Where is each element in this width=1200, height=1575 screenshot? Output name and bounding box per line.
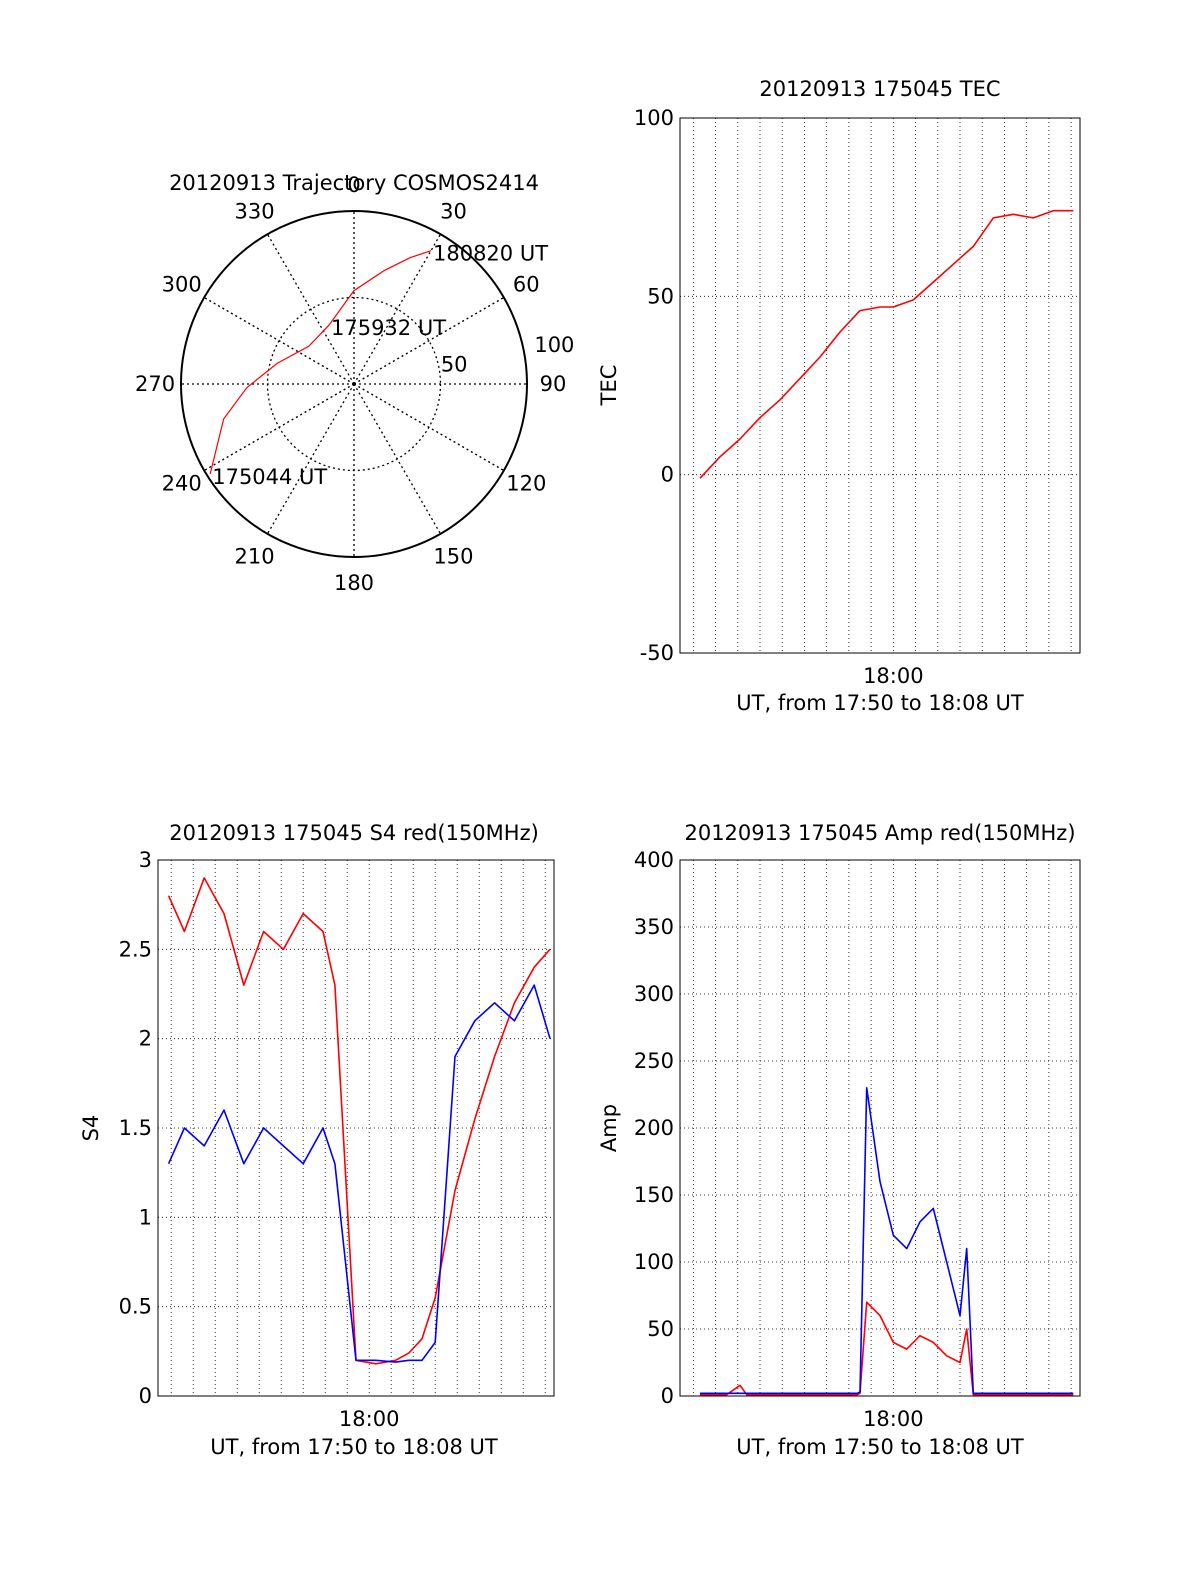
s4-series-0-line (167, 877, 551, 1365)
amp-title: 20120913 175045 Amp red(150MHz) (684, 821, 1075, 845)
polar-series (209, 250, 432, 474)
polar-angle-label: 30 (440, 200, 467, 224)
tec-ytick-label: -50 (640, 641, 674, 665)
amp-ytick-label: 250 (634, 1049, 674, 1073)
amp-ytick-label: 0 (661, 1384, 674, 1408)
polar-spoke (266, 233, 355, 385)
polar-spoke (353, 383, 442, 535)
s4-xtick-label: 18:00 (339, 1407, 400, 1431)
tec-grid (680, 117, 1080, 654)
s4-ytick-label: 1.5 (119, 1116, 152, 1140)
amp-ytick-label: 50 (647, 1317, 674, 1341)
polar-labels: 0 30 60 90 120 150 180 210 240 270 300 330 50 100 1750… (135, 173, 574, 595)
amp-series (700, 1087, 1074, 1396)
amp-frame (679, 859, 1081, 1397)
polar-angle-label: 300 (162, 273, 202, 297)
amp-chart: 20120913 175045 Amp red(150MHz) Amp UT, … (597, 821, 1081, 1459)
polar-spoke (203, 296, 355, 385)
amp-ytick-label: 100 (634, 1250, 674, 1274)
s4-ytick-label: 1 (139, 1205, 152, 1229)
polar-time-label: 175044 UT (212, 465, 327, 489)
polar-angle-label: 0 (347, 173, 360, 197)
polar-spoke (353, 233, 442, 385)
polar-angle-label: 120 (506, 471, 546, 495)
amp-xtick-label: 18:00 (863, 1407, 924, 1431)
s4-ticks: 3 2.5 2 1.5 1 0.5 0 18:00 (119, 848, 400, 1431)
polar-ring-label: 100 (534, 333, 574, 357)
s4-ytick-label: 2.5 (119, 937, 152, 961)
amp-series-0-line (700, 1301, 1074, 1396)
tec-series-0-line (699, 209, 1074, 479)
polar-angle-label: 210 (234, 544, 274, 568)
polar-trajectory-chart: 20120913 Trajectory COSMOS2414 0 30 60 90 12… (135, 171, 574, 595)
s4-ylabel: S4 (79, 1115, 103, 1142)
tec-frame (679, 117, 1081, 654)
tec-xtick-label: 18:00 (863, 664, 924, 688)
polar-time-label: 175932 UT (331, 316, 446, 340)
amp-ytick-label: 300 (634, 982, 674, 1006)
amp-xlabel: UT, from 17:50 to 18:08 UT (736, 1435, 1024, 1459)
amp-ticks: 400 350 300 250 200 150 100 50 0 18:00 (634, 848, 924, 1431)
amp-ytick-label: 150 (634, 1183, 674, 1207)
polar-spoke (353, 383, 505, 472)
polar-grid (180, 210, 528, 558)
polar-ring-label: 50 (441, 353, 468, 377)
tec-ytick-label: 100 (634, 106, 674, 130)
s4-grid (158, 859, 554, 1397)
polar-angle-label: 240 (162, 471, 202, 495)
s4-frame (157, 859, 555, 1397)
s4-ytick-label: 3 (139, 848, 152, 872)
polar-angle-label: 330 (234, 200, 274, 224)
polar-title: 20120913 Trajectory COSMOS2414 (169, 171, 539, 195)
tec-chart: 20120913 175045 TEC TEC UT, from 17:50 t… (597, 77, 1081, 715)
tec-ytick-label: 50 (647, 284, 674, 308)
tec-xlabel: UT, from 17:50 to 18:08 UT (736, 691, 1024, 715)
s4-title: 20120913 175045 S4 red(150MHz) (169, 821, 539, 845)
polar-angle-label: 90 (540, 372, 567, 396)
amp-ytick-label: 200 (634, 1116, 674, 1140)
amp-series-1-line (700, 1087, 1074, 1395)
polar-spoke (266, 383, 355, 535)
tec-ylabel: TEC (597, 365, 621, 407)
polar-angle-label: 60 (513, 273, 540, 297)
s4-ytick-label: 0 (139, 1384, 152, 1408)
polar-angle-label: 180 (334, 571, 374, 595)
tec-ticks: 100 50 0 -50 18:00 (634, 106, 924, 688)
polar-ring (180, 210, 528, 558)
tec-title: 20120913 175045 TEC (759, 77, 1000, 101)
tec-series (699, 209, 1074, 479)
s4-chart: 20120913 175045 S4 red(150MHz) S4 UT, fr… (79, 821, 555, 1459)
s4-xlabel: UT, from 17:50 to 18:08 UT (210, 1435, 498, 1459)
polar-angle-label: 270 (135, 372, 175, 396)
s4-series (167, 877, 551, 1365)
amp-ytick-label: 400 (634, 848, 674, 872)
polar-spoke (353, 296, 505, 385)
amp-ytick-label: 350 (634, 915, 674, 939)
s4-ytick-label: 2 (139, 1027, 152, 1051)
polar-spoke (203, 383, 355, 472)
polar-time-label: 180820 UT (433, 242, 548, 266)
polar-trajectory-line (209, 250, 432, 474)
s4-ytick-label: 0.5 (119, 1295, 152, 1319)
tec-ytick-label: 0 (661, 463, 674, 487)
polar-angle-label: 150 (433, 544, 473, 568)
amp-ylabel: Amp (597, 1104, 621, 1152)
s4-series-1-line (167, 984, 551, 1363)
